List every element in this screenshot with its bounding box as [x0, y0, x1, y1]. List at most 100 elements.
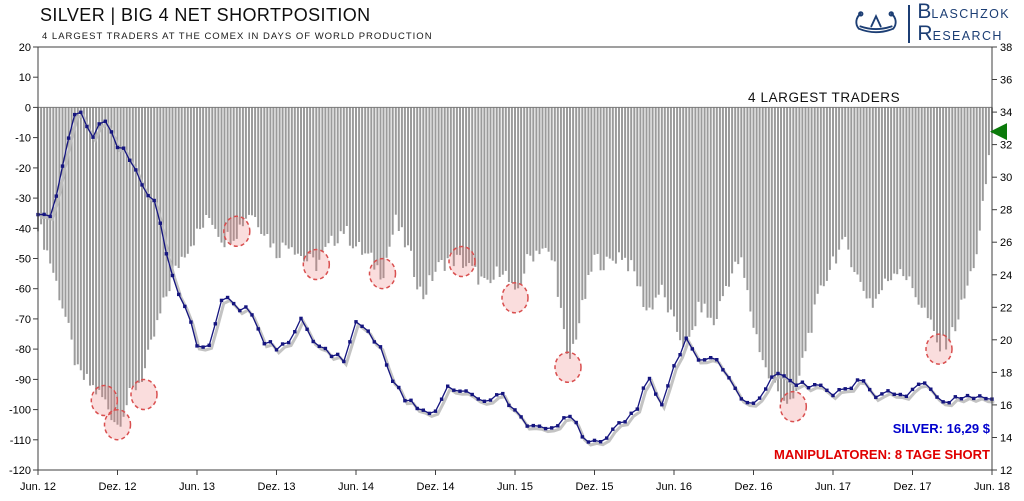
- silver-marker: [170, 273, 175, 278]
- silver-marker: [317, 344, 321, 348]
- silver-marker: [42, 212, 46, 217]
- left-axis-tick-label: 20: [19, 42, 31, 54]
- short-position-bar: [721, 107, 724, 297]
- short-position-bar: [159, 107, 162, 314]
- short-position-bar: [969, 107, 972, 272]
- silver-marker: [256, 327, 260, 331]
- short-position-bar: [217, 107, 220, 237]
- x-axis-tick-label: Dez. 13: [258, 481, 296, 493]
- left-axis-tick-label: -10: [15, 133, 31, 145]
- axis-labels-group: 20 10 0 -10 -20 -30 -40 -50 -60 -70 -80 -90 -100 -110…: [9, 42, 1012, 493]
- silver-marker: [103, 119, 107, 123]
- short-position-bar: [697, 107, 700, 302]
- short-position-bar: [495, 107, 498, 267]
- short-position-bar: [844, 107, 847, 237]
- short-position-bar: [327, 107, 330, 244]
- left-axis-tick-label: -50: [15, 254, 31, 266]
- silver-marker: [617, 421, 621, 425]
- short-position-bar: [523, 107, 526, 274]
- short-position-bar: [743, 107, 746, 278]
- silver-marker: [800, 380, 805, 384]
- short-position-bar: [477, 107, 480, 285]
- short-position-bar: [321, 107, 324, 252]
- short-position-bar: [541, 107, 544, 249]
- short-position-bar: [119, 107, 122, 427]
- silver-marker: [550, 426, 554, 430]
- short-position-bar: [908, 107, 911, 277]
- short-position-bar: [740, 107, 743, 258]
- short-position-bar: [966, 107, 969, 286]
- short-position-bar: [391, 107, 394, 235]
- silver-marker: [757, 396, 762, 400]
- silver-marker: [880, 392, 884, 396]
- short-position-bar: [948, 107, 951, 342]
- short-position-bar: [566, 107, 568, 354]
- silver-marker: [806, 386, 811, 390]
- silver-marker: [201, 345, 205, 349]
- short-position-bar: [569, 107, 571, 359]
- x-axis-tick-label: Jun. 18: [974, 481, 1010, 493]
- short-position-bar: [972, 107, 975, 269]
- short-position-bar: [614, 107, 617, 264]
- short-position-bar: [95, 107, 98, 395]
- short-position-bar: [364, 107, 367, 254]
- silver-marker: [299, 316, 303, 321]
- silver-marker: [495, 393, 499, 397]
- short-position-bar: [905, 107, 908, 281]
- short-position-bar: [529, 107, 532, 256]
- short-position-bar: [244, 107, 247, 219]
- short-position-bar: [419, 107, 422, 287]
- short-position-bar: [358, 107, 361, 243]
- bars-series-label: 4 LARGEST TRADERS: [748, 90, 901, 105]
- silver-marker: [770, 375, 774, 379]
- silver-marker: [868, 387, 872, 392]
- short-position-bar: [578, 107, 581, 324]
- silver-marker: [580, 435, 584, 439]
- silver-marker: [85, 124, 89, 129]
- manipulation-highlight-circle: [103, 408, 132, 441]
- short-position-bar: [330, 107, 333, 236]
- short-position-bar: [666, 107, 669, 313]
- silver-marker: [953, 395, 957, 399]
- silver-marker: [788, 378, 792, 383]
- short-position-bar: [630, 107, 633, 261]
- short-position-bar: [287, 107, 290, 249]
- right-axis-tick-label: 38: [1000, 42, 1012, 54]
- left-axis-tick-label: -80: [15, 344, 31, 356]
- silver-marker: [892, 392, 896, 396]
- short-position-bar: [309, 107, 312, 255]
- silver-marker: [409, 398, 413, 402]
- short-position-bar: [449, 107, 452, 254]
- silver-marker: [843, 387, 847, 391]
- short-position-bar: [370, 107, 373, 253]
- short-position-bar: [715, 107, 718, 320]
- short-position-bar: [731, 107, 734, 274]
- short-position-bar: [942, 107, 945, 336]
- short-position-bar: [764, 107, 767, 368]
- brand-logo: B LASCHZOK R ESEARCH: [851, 1, 1010, 46]
- short-position-bar: [911, 107, 914, 289]
- short-position-bar: [932, 107, 935, 332]
- silver-price-label: SILVER: 16,29 $: [892, 421, 990, 436]
- short-position-bar: [718, 107, 721, 302]
- short-position-bar: [162, 107, 165, 298]
- short-position-bar: [459, 107, 461, 256]
- short-position-bar: [312, 107, 315, 258]
- silver-marker: [274, 348, 279, 352]
- short-position-bar: [251, 107, 253, 216]
- short-position-bar: [706, 107, 709, 318]
- silver-marker: [861, 379, 866, 383]
- silver-marker: [947, 401, 951, 405]
- silver-marker: [238, 308, 242, 313]
- short-position-bar: [514, 107, 516, 290]
- left-axis-tick-label: -90: [15, 374, 31, 386]
- short-position-bar: [981, 107, 984, 201]
- short-position-bar: [413, 107, 416, 278]
- silver-marker: [219, 298, 224, 303]
- silver-marker: [507, 403, 511, 408]
- silver-marker: [605, 436, 609, 440]
- silver-marker: [360, 324, 364, 328]
- short-position-bar: [679, 107, 682, 341]
- silver-marker: [195, 344, 199, 348]
